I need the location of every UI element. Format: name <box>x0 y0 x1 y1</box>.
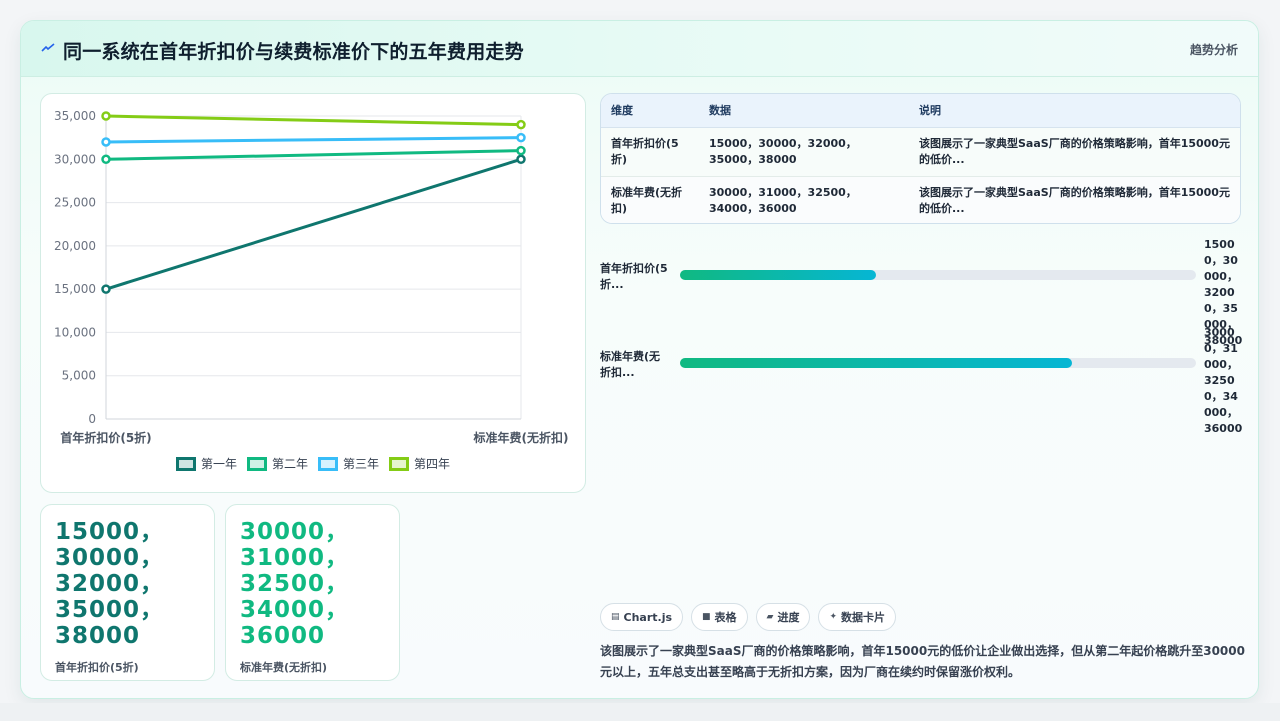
line-chart-panel: 35,000 30,000 25,000 20,000 15,000 10,000 5,00… <box>40 93 586 493</box>
chart-icon: ▤ <box>611 612 620 622</box>
sparkle-icon: ✦ <box>829 612 838 622</box>
x-tick-label: 标准年费(无折扣) <box>473 430 569 445</box>
progress-row-discount: 首年折扣价(5折... 15000，30000，32000，35000，3800… <box>600 237 1242 347</box>
stat-card-standard: 30000，31000，32500，34000，36000 标准年费(无折扣) <box>225 504 400 681</box>
pulse-icon <box>41 43 55 52</box>
chip-label: 表格 <box>714 611 737 624</box>
chart-legend: 第一年 第二年 第三年 第四年 <box>41 455 585 472</box>
table-header-dimension: 维度 <box>601 94 699 128</box>
series-line <box>105 114 522 127</box>
page-bottom <box>0 703 1280 721</box>
progress-label: 标准年费(无折扣... <box>600 350 661 379</box>
table-row: 首年折扣价(5折) 15000，30000，32000，35000，38000 … <box>601 127 1240 177</box>
chip-chartjs[interactable]: ▤ Chart.js <box>600 603 684 631</box>
progress-fill <box>680 270 877 280</box>
y-tick-label: 10,000 <box>54 325 96 339</box>
data-point <box>516 132 526 143</box>
table-icon: ■ <box>702 612 711 622</box>
table-cell-dimension: 首年折扣价(5折) <box>601 127 699 177</box>
table-header-note: 说明 <box>909 94 1240 128</box>
table-cell-note: 该图展示了一家典型SaaS厂商的价格策略影响，首年15000元的低价... <box>909 127 1240 177</box>
y-tick-label: 20,000 <box>54 239 96 253</box>
stat-label: 首年折扣价(5折) <box>55 661 139 674</box>
progress-row-standard: 标准年费(无折扣... 30000，31000，32500，34000，3600… <box>600 325 1242 435</box>
legend-swatch <box>246 456 267 471</box>
legend-item[interactable]: 第二年 <box>246 455 308 472</box>
legend-swatch <box>175 456 196 471</box>
tag-chips: ▤ Chart.js ■ 表格 ▰ 进度 ✦ 数据卡片 <box>600 603 897 631</box>
data-point <box>516 145 526 156</box>
y-tick-label: 15,000 <box>54 282 96 296</box>
chip-data-card[interactable]: ✦ 数据卡片 <box>818 603 897 631</box>
table-cell-data: 30000，31000，32500，34000，36000 <box>699 176 909 223</box>
data-point <box>516 119 526 130</box>
card-header: 同一系统在首年折扣价与续费标准价下的五年费用走势 趋势分析 <box>21 21 1258 77</box>
chip-progress[interactable]: ▰ 进度 <box>755 603 811 631</box>
legend-item[interactable]: 第一年 <box>175 455 237 472</box>
line-chart: 35,000 30,000 25,000 20,000 15,000 10,000 5,00… <box>54 109 569 445</box>
data-point <box>101 111 111 121</box>
progress-track <box>680 358 1196 368</box>
stat-value: 30000，31000，32500，34000，36000 <box>240 519 350 649</box>
legend-label: 第一年 <box>200 457 237 471</box>
data-point <box>516 154 526 165</box>
y-tick-label: 5,000 <box>62 369 96 383</box>
y-tick-label: 25,000 <box>54 196 96 210</box>
series-line <box>105 136 522 144</box>
stat-card-discount: 15000，30000，32000，35000，38000 首年折扣价(5折) <box>40 504 215 681</box>
page-title: 同一系统在首年折扣价与续费标准价下的五年费用走势 <box>63 41 524 63</box>
y-tick-label: 30,000 <box>54 152 96 166</box>
progress-value: 30000，31000，32500，34000，36000 <box>1204 326 1243 435</box>
table-header-data: 数据 <box>699 94 909 128</box>
progress-icon: ▰ <box>766 612 774 622</box>
chart-description: 该图展示了一家典型SaaS厂商的价格策略影响，首年15000元的低价让企业做出选… <box>600 644 1245 679</box>
data-point <box>101 137 111 147</box>
dashboard-card: 同一系统在首年折扣价与续费标准价下的五年费用走势 趋势分析 35,000 30,0… <box>20 20 1259 699</box>
data-point <box>101 284 111 294</box>
series-line <box>105 149 522 161</box>
progress-value: 15000，30000，32000，35000，38000 <box>1204 238 1243 347</box>
legend-item[interactable]: 第三年 <box>318 455 379 472</box>
y-tick-label: 35,000 <box>54 109 96 123</box>
progress-track <box>680 270 1196 280</box>
trend-analysis-tag[interactable]: 趋势分析 <box>1189 43 1238 57</box>
stat-label: 标准年费(无折扣) <box>240 661 328 674</box>
y-tick-label: 0 <box>88 412 96 426</box>
legend-label: 第三年 <box>343 457 380 471</box>
progress-fill <box>680 358 1073 368</box>
stat-value: 15000，30000，32000，35000，38000 <box>55 519 165 649</box>
chip-label: 数据卡片 <box>841 611 886 624</box>
chip-label: 进度 <box>777 611 800 624</box>
table-cell-dimension: 标准年费(无折扣) <box>601 176 699 223</box>
progress-label: 首年折扣价(5折... <box>600 262 668 291</box>
legend-item[interactable]: 第四年 <box>389 455 450 472</box>
series-line <box>105 157 522 291</box>
legend-swatch <box>389 456 410 471</box>
table-cell-note: 该图展示了一家典型SaaS厂商的价格策略影响，首年15000元的低价... <box>909 176 1240 223</box>
data-point <box>101 154 111 165</box>
chip-label: Chart.js <box>623 610 673 624</box>
data-table: 维度 数据 说明 首年折扣价(5折) 15000，30000，32000，350… <box>600 93 1241 224</box>
legend-label: 第二年 <box>271 457 308 471</box>
chip-table[interactable]: ■ 表格 <box>691 603 748 631</box>
table-cell-data: 15000，30000，32000，35000，38000 <box>699 127 909 177</box>
x-tick-label: 首年折扣价(5折) <box>60 430 151 445</box>
legend-label: 第四年 <box>414 457 451 471</box>
legend-swatch <box>318 456 338 471</box>
table-row: 标准年费(无折扣) 30000，31000，32500，34000，36000 … <box>601 176 1240 223</box>
